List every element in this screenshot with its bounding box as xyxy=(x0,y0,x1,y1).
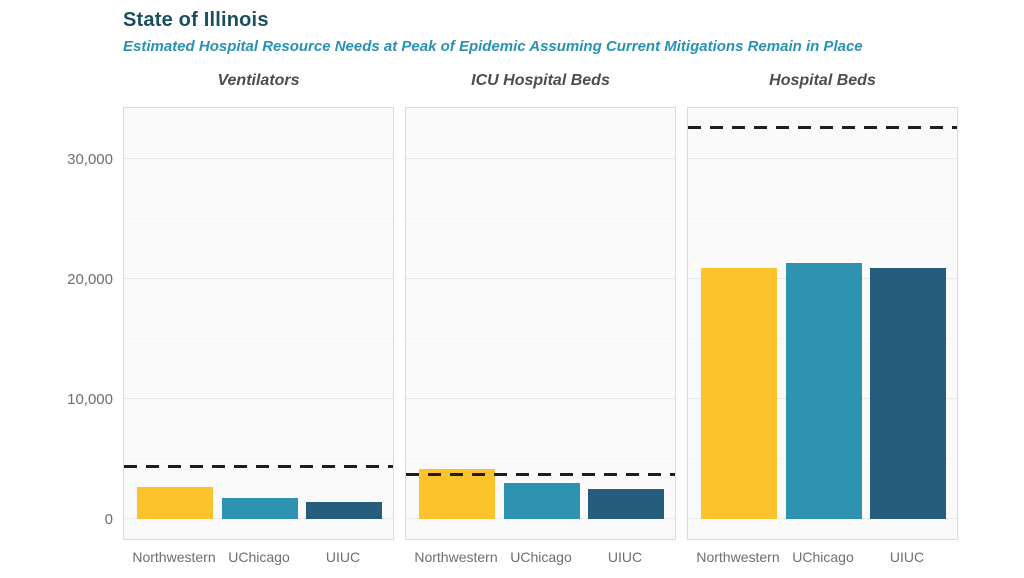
plot-area-icu-hospital-beds xyxy=(405,107,676,540)
gridline xyxy=(124,218,393,219)
bar-northwestern-icu-hospital-beds xyxy=(419,468,495,519)
panel-title-icu-hospital-beds: ICU Hospital Beds xyxy=(471,72,610,89)
y-axis-tick-label: 30,000 xyxy=(67,151,113,168)
capacity-line-ventilators xyxy=(124,464,393,468)
bar-uchicago-ventilators xyxy=(222,498,298,519)
gridline xyxy=(124,458,393,459)
bar-northwestern-ventilators xyxy=(137,486,213,519)
x-axis-label-uchicago: UChicago xyxy=(792,549,854,565)
x-axis-label-northwestern: Northwestern xyxy=(414,549,498,565)
gridline xyxy=(406,338,675,339)
gridline xyxy=(406,218,675,219)
y-axis-tick-label: 10,000 xyxy=(67,391,113,408)
gridline xyxy=(124,338,393,339)
bar-uiuc-hospital-beds xyxy=(870,268,946,519)
gridline xyxy=(688,218,957,219)
bar-uchicago-icu-hospital-beds xyxy=(504,483,580,519)
bar-northwestern-hospital-beds xyxy=(701,268,777,519)
gridline xyxy=(688,158,957,159)
x-axis-label-northwestern: Northwestern xyxy=(696,549,780,565)
panel-title-hospital-beds: Hospital Beds xyxy=(769,72,876,89)
gridline xyxy=(406,278,675,279)
gridline xyxy=(406,398,675,399)
x-axis-label-uiuc: UIUC xyxy=(325,549,361,565)
plot-area-ventilators xyxy=(123,107,394,540)
x-axis-label-uiuc: UIUC xyxy=(889,549,925,565)
gridline xyxy=(406,158,675,159)
gridline xyxy=(124,158,393,159)
y-axis-tick-label: 20,000 xyxy=(67,271,113,288)
x-axis-label-northwestern: Northwestern xyxy=(132,549,216,565)
x-axis-label-uchicago: UChicago xyxy=(510,549,572,565)
page-title: State of Illinois xyxy=(123,9,269,31)
gridline xyxy=(406,458,675,459)
bar-uiuc-ventilators xyxy=(306,502,382,519)
gridline xyxy=(124,278,393,279)
capacity-line-hospital-beds xyxy=(688,126,957,130)
plot-area-hospital-beds xyxy=(687,107,958,540)
capacity-line-icu-hospital-beds xyxy=(406,473,675,477)
x-axis-label-uchicago: UChicago xyxy=(228,549,290,565)
bar-uchicago-hospital-beds xyxy=(786,263,862,519)
x-axis-label-uiuc: UIUC xyxy=(607,549,643,565)
gridline xyxy=(124,398,393,399)
page-subtitle: Estimated Hospital Resource Needs at Pea… xyxy=(123,38,863,55)
panel-title-ventilators: Ventilators xyxy=(217,72,300,89)
bar-uiuc-icu-hospital-beds xyxy=(588,489,664,519)
y-axis-tick-label: 0 xyxy=(104,511,113,528)
